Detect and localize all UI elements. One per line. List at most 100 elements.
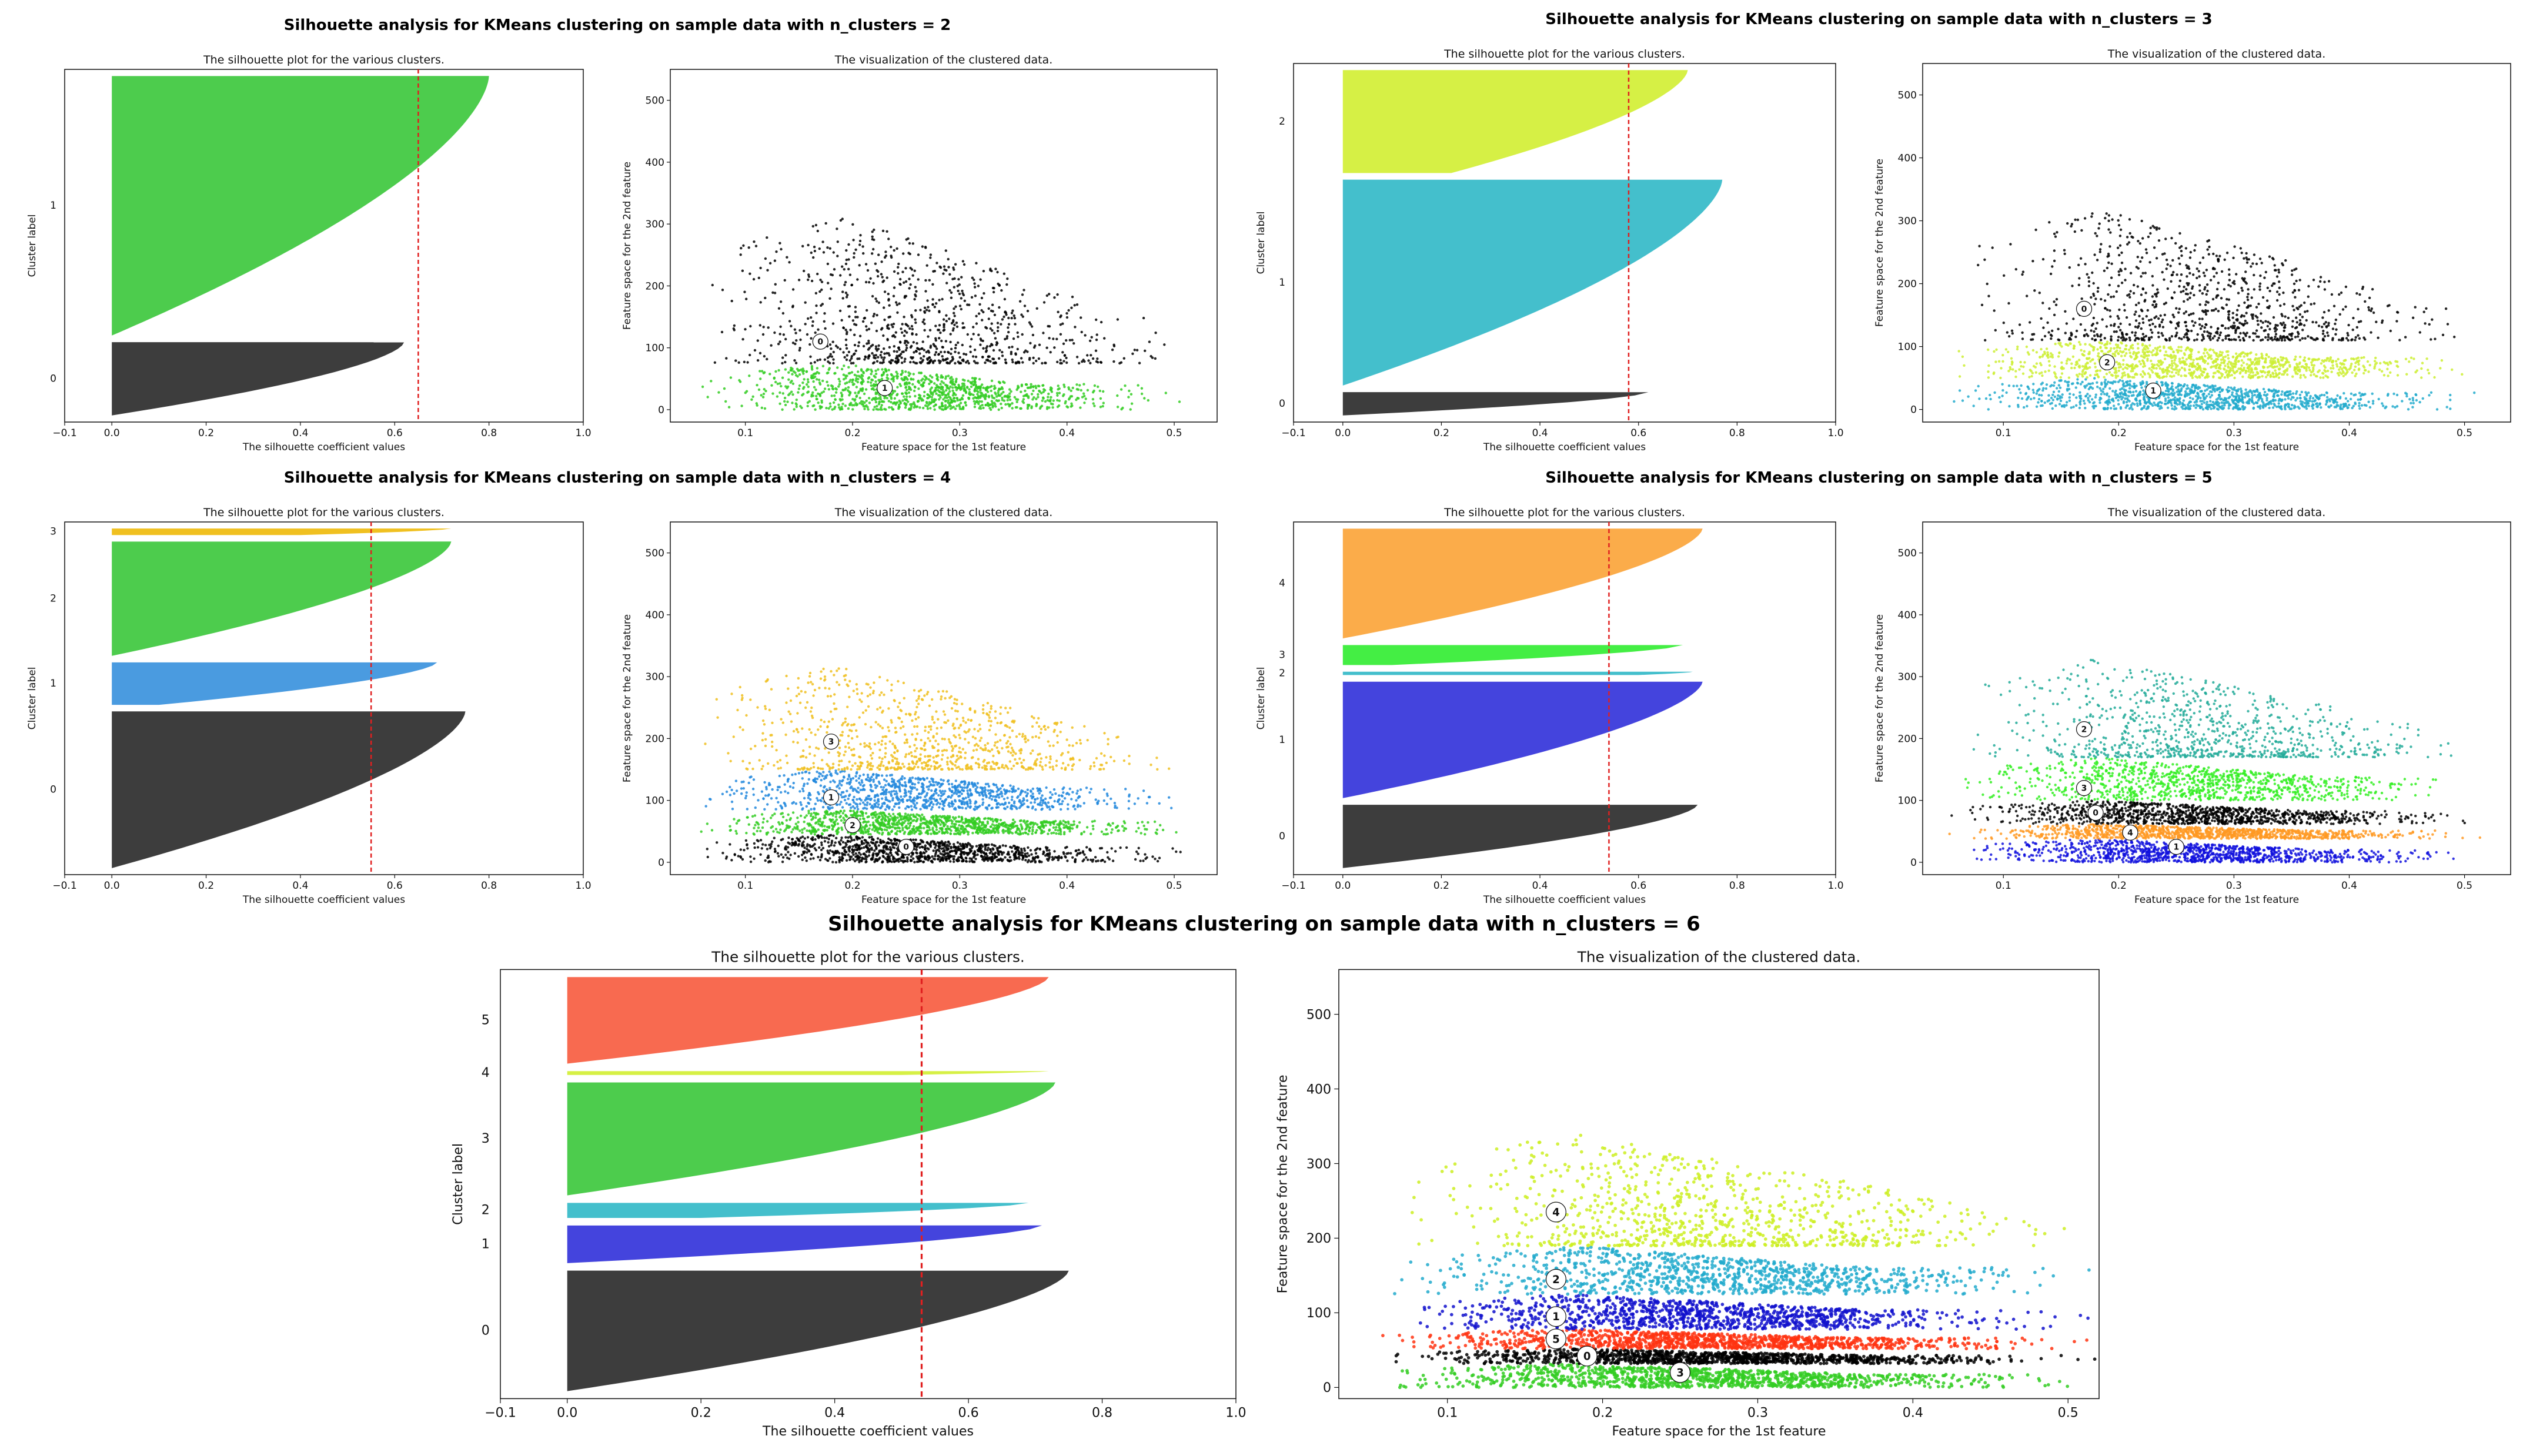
data-point-cluster-1 <box>899 401 902 405</box>
data-point-cluster-1 <box>2130 404 2133 407</box>
y-axis-label: Cluster label <box>26 215 38 277</box>
data-point-cluster-1 <box>867 377 870 380</box>
silhouette-cluster-1 <box>112 76 489 336</box>
data-point-cluster-0 <box>950 347 953 350</box>
data-point-cluster-1 <box>796 375 799 378</box>
data-point-cluster-0 <box>841 297 844 300</box>
data-point-cluster-0 <box>1080 330 1083 334</box>
data-point-cluster-1 <box>2040 383 2043 386</box>
data-point-cluster-0 <box>861 245 864 248</box>
data-point-cluster-0 <box>991 303 994 306</box>
data-point-cluster-0 <box>953 323 956 326</box>
data-point-cluster-0 <box>945 282 948 284</box>
data-point-cluster-1 <box>798 373 801 376</box>
data-point-cluster-0 <box>875 314 878 317</box>
data-point-cluster-1 <box>955 389 958 391</box>
data-point-cluster-1 <box>993 397 996 400</box>
data-point-cluster-2 <box>2224 371 2227 374</box>
data-point-cluster-1 <box>2168 393 2171 396</box>
data-point-cluster-0 <box>1018 300 1022 303</box>
data-point-cluster-1 <box>861 387 864 390</box>
data-point-cluster-0 <box>994 267 997 270</box>
data-point-cluster-0 <box>834 344 838 347</box>
data-point-cluster-2 <box>2123 354 2127 357</box>
data-point-cluster-2 <box>2001 354 2004 357</box>
data-point-cluster-2 <box>2221 351 2224 354</box>
data-point-cluster-1 <box>1130 402 1134 405</box>
data-point-cluster-0 <box>905 344 908 347</box>
data-point-cluster-1 <box>908 381 911 385</box>
data-point-cluster-1 <box>949 401 952 404</box>
data-point-cluster-1 <box>1129 393 1133 396</box>
data-point-cluster-1 <box>997 391 1000 394</box>
data-point-cluster-0 <box>2273 337 2276 341</box>
data-point-cluster-1 <box>2428 394 2431 397</box>
data-point-cluster-2 <box>2231 367 2234 370</box>
data-point-cluster-1 <box>2066 401 2068 404</box>
data-point-cluster-1 <box>2317 397 2320 401</box>
data-point-cluster-0 <box>2097 286 2100 290</box>
data-point-cluster-1 <box>817 401 820 404</box>
data-point-cluster-0 <box>808 343 811 346</box>
data-point-cluster-1 <box>864 405 867 408</box>
data-point-cluster-2 <box>2054 342 2057 346</box>
data-point-cluster-2 <box>2271 362 2274 364</box>
data-point-cluster-1 <box>2215 407 2219 410</box>
data-point-cluster-0 <box>957 341 960 344</box>
data-point-cluster-0 <box>1067 309 1070 312</box>
data-point-cluster-1 <box>2108 387 2111 390</box>
data-point-cluster-2 <box>2030 374 2033 378</box>
data-point-cluster-0 <box>963 299 966 302</box>
data-point-cluster-0 <box>2006 331 2009 334</box>
data-point-cluster-2 <box>2301 365 2304 368</box>
data-point-cluster-0 <box>871 230 874 233</box>
data-point-cluster-2 <box>2190 353 2193 356</box>
data-point-cluster-2 <box>2353 369 2356 371</box>
data-point-cluster-2 <box>2092 348 2096 351</box>
data-point-cluster-0 <box>770 344 773 347</box>
data-point-cluster-2 <box>2227 370 2231 373</box>
data-point-cluster-0 <box>1041 362 1044 365</box>
data-point-cluster-2 <box>2337 357 2340 361</box>
data-point-cluster-0 <box>711 283 714 287</box>
data-point-cluster-0 <box>2327 334 2330 337</box>
data-point-cluster-1 <box>827 388 831 391</box>
data-point-cluster-1 <box>2078 401 2081 404</box>
data-point-cluster-0 <box>2093 303 2096 306</box>
data-point-cluster-1 <box>2170 401 2173 404</box>
data-point-cluster-2 <box>2358 367 2361 370</box>
data-point-cluster-1 <box>825 407 828 410</box>
data-point-cluster-2 <box>2396 374 2400 377</box>
data-point-cluster-2 <box>2322 372 2325 375</box>
data-point-cluster-0 <box>2326 331 2329 334</box>
data-point-cluster-1 <box>2225 401 2228 404</box>
data-point-cluster-0 <box>841 290 844 293</box>
data-point-cluster-1 <box>838 380 841 383</box>
data-point-cluster-1 <box>2037 397 2041 401</box>
data-point-cluster-1 <box>2292 396 2295 399</box>
data-point-cluster-0 <box>944 358 948 361</box>
data-point-cluster-1 <box>905 377 908 380</box>
data-point-cluster-1 <box>832 401 836 404</box>
data-point-cluster-1 <box>972 397 975 400</box>
data-point-cluster-0 <box>929 346 932 349</box>
data-point-cluster-0 <box>2276 337 2279 340</box>
data-point-cluster-1 <box>993 387 996 390</box>
data-point-cluster-0 <box>2029 321 2031 324</box>
data-point-cluster-0 <box>1045 294 1048 297</box>
data-point-cluster-0 <box>1080 316 1082 319</box>
data-point-cluster-1 <box>2233 388 2236 391</box>
data-point-cluster-1 <box>2327 405 2330 408</box>
data-point-cluster-1 <box>2083 402 2086 405</box>
data-point-cluster-1 <box>850 371 854 374</box>
data-point-cluster-2 <box>2158 349 2161 353</box>
cluster-center-marker <box>812 333 828 350</box>
data-point-cluster-2 <box>2022 365 2025 369</box>
data-point-cluster-0 <box>1993 309 1996 312</box>
data-point-cluster-1 <box>981 404 984 407</box>
data-point-cluster-2 <box>2205 351 2209 354</box>
data-point-cluster-1 <box>831 387 835 391</box>
data-point-cluster-2 <box>2242 351 2245 354</box>
data-point-cluster-0 <box>2118 244 2122 247</box>
data-point-cluster-0 <box>2274 330 2277 333</box>
